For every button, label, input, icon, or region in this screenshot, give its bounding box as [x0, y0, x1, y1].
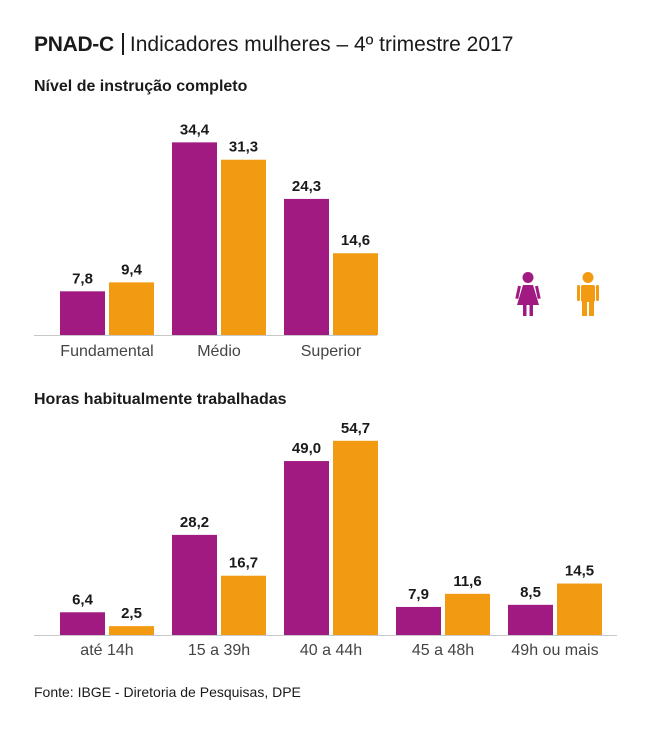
- data-label-women: 24,3: [292, 178, 321, 195]
- chart-header: PNAD-C Indicadores mulheres – 4º trimestr…: [34, 33, 513, 57]
- brand-title: PNAD-C: [34, 33, 114, 56]
- bar-women: [284, 198, 329, 335]
- chart-section-1: Nível de instrução completo 7,8 9,4 Fundame…: [34, 78, 378, 360]
- source-note: Fonte: IBGE - Diretoria de Pesquisas, DP…: [34, 684, 301, 700]
- data-label-men: 9,4: [121, 261, 143, 278]
- bar-men: [221, 575, 266, 635]
- category-label: 15 a 39h: [188, 642, 250, 659]
- man-icon: [577, 272, 599, 316]
- chart-subtitle: Indicadores mulheres – 4º trimestre 2017: [129, 33, 514, 56]
- bar-women: [172, 142, 217, 335]
- category-label: até 14h: [80, 642, 133, 659]
- woman-icon-leg: [523, 305, 527, 316]
- data-label-men: 31,3: [229, 139, 258, 156]
- data-label-men: 2,5: [121, 605, 142, 622]
- data-label-men: 14,5: [565, 563, 594, 580]
- man-icon-leg: [582, 301, 587, 316]
- data-label-women: 28,2: [180, 514, 209, 531]
- data-label-women: 7,9: [408, 586, 429, 603]
- man-icon-torso: [581, 285, 595, 302]
- title-separator: [121, 33, 124, 55]
- man-icon-arm: [596, 285, 599, 301]
- man-icon-head: [582, 272, 594, 283]
- bar-men: [557, 583, 602, 635]
- bar-women: [396, 606, 441, 635]
- bar-men: [109, 282, 154, 335]
- category-label: 45 a 48h: [412, 642, 474, 659]
- category-label: Superior: [301, 343, 362, 360]
- bar-men: [445, 593, 490, 635]
- data-label-men: 14,6: [341, 232, 370, 249]
- bar-women: [60, 612, 105, 635]
- bar-men: [221, 159, 266, 335]
- data-label-men: 54,7: [341, 420, 370, 437]
- category-label: 49h ou mais: [511, 642, 598, 659]
- category-label: Médio: [197, 343, 241, 360]
- woman-icon-arm: [535, 285, 541, 300]
- woman-icon-leg: [529, 305, 533, 316]
- bar-men: [333, 440, 378, 635]
- man-icon-arm: [577, 285, 580, 301]
- category-label: 40 a 44h: [300, 642, 362, 659]
- category-label: Fundamental: [60, 343, 153, 360]
- bar-men: [333, 253, 378, 335]
- bar-men: [109, 626, 154, 635]
- man-icon-leg: [589, 301, 594, 316]
- data-label-men: 11,6: [453, 573, 481, 590]
- data-label-women: 34,4: [180, 121, 210, 138]
- chart-section-2: Horas habitualmente trabalhadas 6,4 2,5 até…: [34, 391, 617, 659]
- data-label-men: 16,7: [229, 555, 258, 572]
- woman-icon-arm: [515, 285, 521, 300]
- data-label-women: 7,8: [72, 270, 93, 287]
- data-label-women: 49,0: [292, 440, 321, 457]
- bar-women: [508, 604, 553, 635]
- woman-icon-dress: [517, 285, 539, 305]
- woman-icon-head: [522, 272, 534, 283]
- bar-women: [284, 461, 329, 635]
- section-title: Nível de instrução completo: [34, 78, 248, 95]
- woman-icon: [515, 272, 541, 316]
- section-title: Horas habitualmente trabalhadas: [34, 391, 287, 408]
- bar-women: [60, 291, 105, 335]
- data-label-women: 6,4: [72, 591, 94, 608]
- bar-women: [172, 534, 217, 635]
- data-label-women: 8,5: [520, 584, 541, 601]
